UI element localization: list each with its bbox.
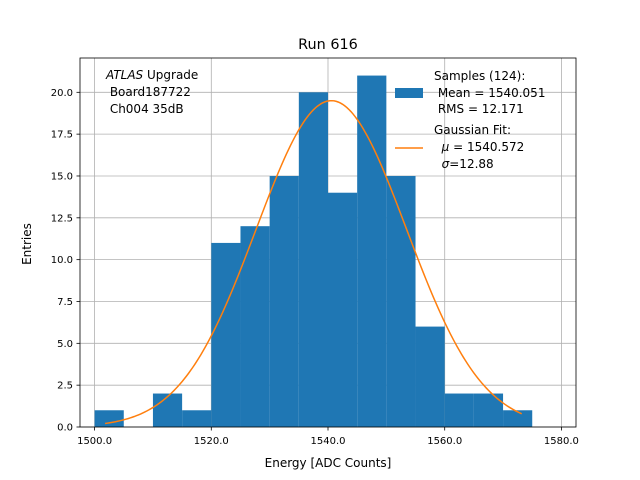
y-axis-label: Entries	[20, 223, 34, 265]
x-axis-ticks: 1500.0 1520.0 1540.0 1560.0 1580.0	[77, 427, 579, 447]
annotation-line-3: Ch004 35dB	[106, 102, 184, 116]
legend-fit-line-2: μ = 1540.572	[434, 140, 524, 154]
legend-sigma-symbol: σ	[442, 157, 450, 171]
histogram-bar	[240, 226, 270, 427]
x-tick-label: 1540.0	[311, 436, 346, 447]
legend-fit-line-1: Gaussian Fit:	[434, 123, 511, 137]
legend-mu-symbol: μ	[441, 140, 450, 154]
legend-fit-line-3: σ=12.88	[434, 157, 494, 171]
y-tick-label: 20.0	[51, 88, 73, 99]
histogram-bar	[444, 393, 474, 427]
gaussian-fit-curve	[104, 99, 523, 425]
y-tick-label: 17.5	[51, 130, 73, 141]
histogram-bar	[328, 192, 358, 427]
y-tick-label: 2.5	[57, 381, 73, 392]
legend-samples-line-3: RMS = 12.171	[434, 102, 524, 116]
y-tick-label: 7.5	[57, 297, 73, 308]
histogram-bar	[415, 326, 445, 427]
histogram-bar	[503, 410, 533, 427]
y-tick-label: 10.0	[51, 255, 73, 266]
histogram-bar	[211, 242, 241, 427]
histogram-bars	[94, 75, 533, 428]
x-tick-label: 1500.0	[77, 436, 112, 447]
y-tick-label: 5.0	[57, 339, 73, 350]
histogram-bar	[269, 175, 299, 427]
chart-title: Run 616	[298, 37, 358, 53]
annotation-line-1: ATLAS Upgrade	[105, 68, 198, 82]
histogram-bar	[94, 410, 124, 427]
histogram-bar	[357, 75, 387, 428]
x-axis-label: Energy [ADC Counts]	[265, 456, 392, 470]
histogram-bar	[386, 175, 416, 427]
annotation-upgrade: Upgrade	[143, 68, 198, 82]
x-tick-label: 1520.0	[194, 436, 229, 447]
histogram-bar	[473, 393, 504, 427]
legend-sigma-value: =12.88	[449, 157, 493, 171]
legend-samples-line-1: Samples (124):	[434, 69, 525, 83]
y-tick-label: 12.5	[51, 213, 73, 224]
histogram-bar	[182, 410, 212, 427]
gaussian-fit-curve-group	[104, 99, 523, 425]
legend-samples-patch	[395, 88, 423, 98]
legend-mu-value: = 1540.572	[449, 140, 524, 154]
legend: Samples (124): Mean = 1540.051 RMS = 12.…	[395, 69, 545, 171]
x-tick-label: 1560.0	[427, 436, 462, 447]
atlas-annotation: ATLAS Upgrade Board187722 Ch004 35dB	[105, 68, 198, 116]
legend-samples-line-2: Mean = 1540.051	[434, 86, 545, 100]
annotation-line-2: Board187722	[106, 85, 191, 99]
x-tick-label: 1580.0	[544, 436, 579, 447]
annotation-atlas: ATLAS	[105, 68, 144, 82]
y-tick-label: 0.0	[57, 423, 73, 434]
y-tick-label: 15.0	[51, 171, 73, 182]
histogram-bar	[152, 393, 183, 427]
y-axis-ticks: 0.0 2.5 5.0 7.5 10.0 12.5 15.0 17.5 20.0	[51, 88, 80, 434]
histogram-bar	[298, 92, 328, 427]
